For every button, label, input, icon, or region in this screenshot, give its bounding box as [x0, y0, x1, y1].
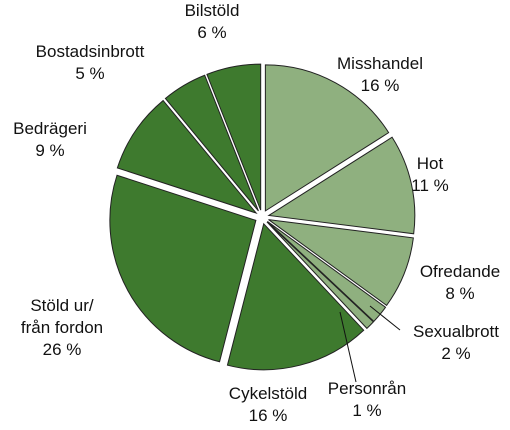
category-label: Stöld ur/ från fordon: [20, 296, 104, 337]
slice-label: Bilstöld 6 %: [185, 0, 240, 44]
slice-label: Stöld ur/ från fordon 26 %: [21, 295, 103, 361]
category-label: Bedrägeri: [13, 119, 87, 138]
slice-label: Hot 11 %: [411, 153, 449, 197]
value-label: 16 %: [360, 76, 400, 95]
pie-slice: [267, 136, 416, 235]
slice-label: Cykelstöld 16 %: [229, 383, 307, 427]
pie-slice: [226, 222, 365, 371]
slice-label: Sexualbrott 2 %: [413, 321, 499, 365]
category-label: Sexualbrott: [413, 322, 499, 341]
value-label: 11 %: [411, 176, 449, 195]
category-label: Personrån: [327, 379, 407, 398]
pie-slice: [164, 74, 259, 212]
value-label: 2 %: [441, 344, 471, 363]
slice-label: Personrån 1 %: [328, 378, 406, 422]
value-label: 6 %: [197, 23, 227, 42]
category-label: Ofredande: [419, 262, 501, 281]
category-label: Cykelstöld: [228, 384, 308, 403]
pie-slice: [109, 174, 257, 363]
leader-line: [339, 311, 357, 383]
pie-slice: [268, 219, 414, 307]
slice-label: Ofredande 8 %: [420, 261, 500, 305]
value-label: 16 %: [248, 406, 288, 425]
slice-label: Bedrägeri 9 %: [13, 118, 87, 162]
pie-slice: [266, 221, 375, 330]
value-label: 9 %: [35, 141, 65, 160]
value-label: 5 %: [75, 64, 105, 83]
pie-slice: [206, 63, 262, 211]
slice-label: Bostadsinbrott 5 %: [36, 41, 145, 85]
value-label: 1 %: [352, 401, 382, 420]
leader-line: [369, 305, 401, 331]
category-label: Misshandel: [337, 54, 423, 73]
category-label: Bostadsinbrott: [35, 42, 145, 61]
category-label: Bilstöld: [184, 1, 240, 20]
slice-label: Misshandel 16 %: [337, 53, 423, 97]
category-label: Hot: [416, 154, 444, 173]
pie-slice: [116, 99, 258, 215]
value-label: 26 %: [42, 340, 82, 359]
pie-slice: [264, 64, 390, 212]
value-label: 8 %: [445, 284, 475, 303]
